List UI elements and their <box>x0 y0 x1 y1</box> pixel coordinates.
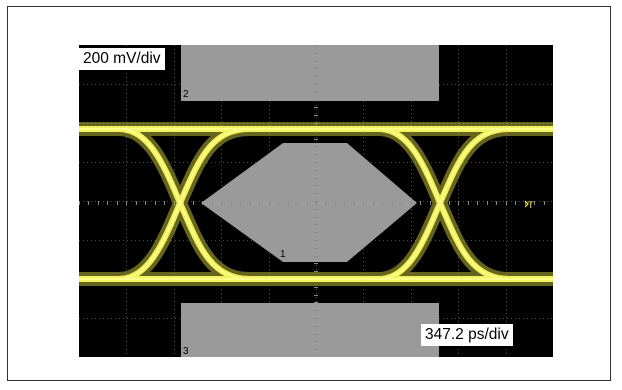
oscilloscope-display: 2 1 3 T <box>79 45 553 357</box>
mask-region-3 <box>181 303 439 357</box>
center-axis-ticks <box>79 45 545 350</box>
vertical-scale-readout: 200 mV/div <box>79 48 165 70</box>
mask-region-1 <box>201 143 417 262</box>
trigger-level-icon: T <box>527 201 534 211</box>
trigger-arrow-icon <box>524 200 529 208</box>
mask-region-2 <box>181 45 439 101</box>
mask-label-3: 3 <box>183 346 189 357</box>
horizontal-scale-readout: 347.2 ps/div <box>421 324 513 346</box>
mask-label-1: 1 <box>280 249 286 260</box>
eye-traces <box>79 122 553 286</box>
eye-diagram: 2 1 3 T <box>79 45 553 357</box>
mask-label-2: 2 <box>183 89 189 100</box>
